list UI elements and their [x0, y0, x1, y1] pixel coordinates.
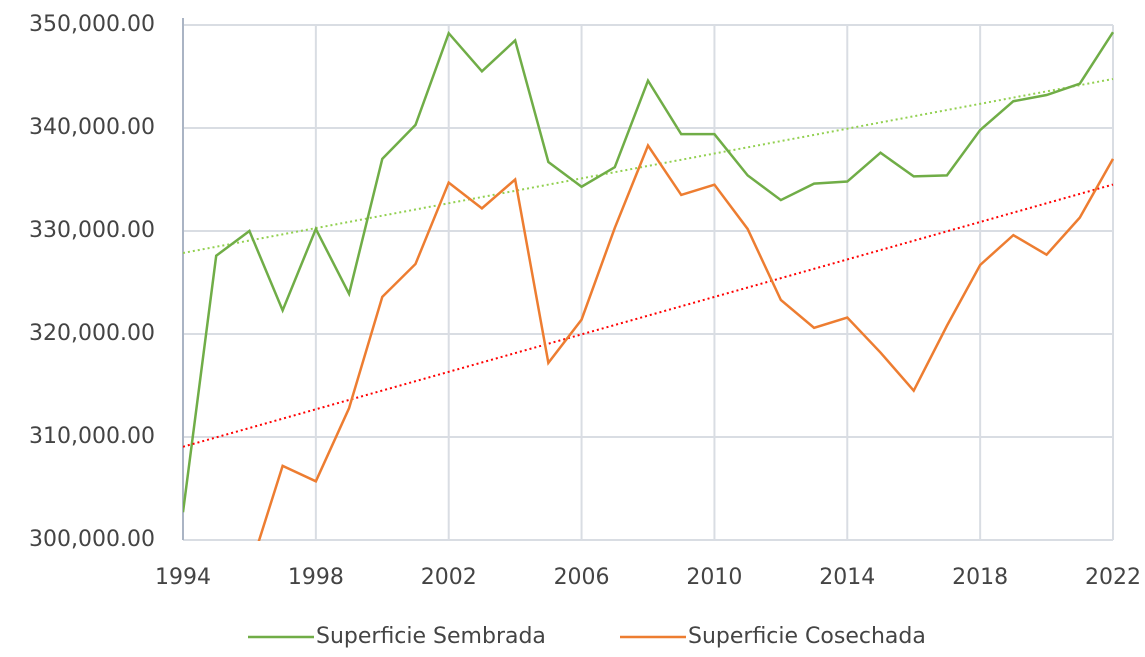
- y-tick-label: 300,000.00: [29, 527, 155, 552]
- x-tick-label: 2010: [686, 565, 742, 590]
- x-tick-label: 2014: [819, 565, 875, 590]
- legend-label: Superficie Sembrada: [316, 624, 546, 649]
- x-tick-label: 1994: [155, 565, 211, 590]
- x-tick-label: 1998: [288, 565, 344, 590]
- x-tick-label: 2006: [554, 565, 610, 590]
- y-tick-label: 310,000.00: [29, 424, 155, 449]
- y-tick-label: 350,000.00: [29, 12, 155, 37]
- series-line: [183, 30, 1115, 513]
- x-tick-label: 2022: [1085, 565, 1141, 590]
- series-line: [257, 142, 1115, 541]
- trend-line: [183, 183, 1114, 448]
- trend-line: [183, 77, 1114, 254]
- x-tick-label: 2002: [421, 565, 477, 590]
- y-tick-label: 340,000.00: [29, 115, 155, 140]
- y-tick-label: 320,000.00: [29, 321, 155, 346]
- y-tick-label: 330,000.00: [29, 218, 155, 243]
- x-tick-label: 2018: [952, 565, 1008, 590]
- plot-area: [183, 30, 1115, 541]
- legend-label: Superficie Cosechada: [688, 624, 926, 649]
